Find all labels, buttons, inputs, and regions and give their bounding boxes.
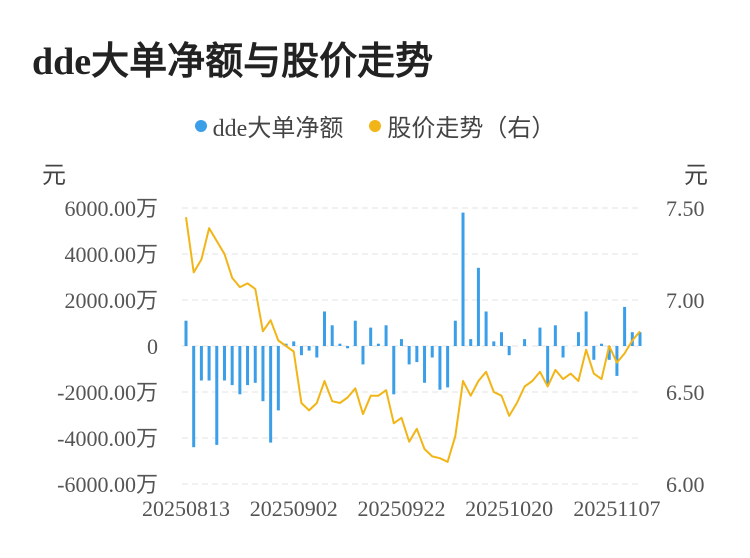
x-tick-label: 20251107 (573, 496, 660, 521)
x-tick-label: 20250902 (250, 496, 338, 521)
bar (484, 311, 488, 346)
bar (461, 212, 465, 346)
bar (392, 346, 396, 395)
legend-dot-icon (369, 119, 382, 132)
x-tick-label: 20250922 (357, 496, 445, 521)
x-tick-label: 20250813 (142, 496, 230, 521)
bar (623, 306, 627, 346)
bar (184, 320, 188, 346)
y-right-tick-label: 7.00 (666, 288, 705, 313)
chart-title: dde大单净额与股价走势 (32, 41, 434, 83)
bar (415, 346, 419, 363)
legend-item-price[interactable]: 股价走势（右） (369, 108, 555, 143)
bar (423, 346, 427, 383)
bar (346, 346, 350, 349)
right-axis-unit: 元 (684, 163, 708, 189)
bar (330, 325, 334, 346)
bar (276, 346, 280, 411)
x-tick-label: 20251020 (465, 496, 553, 521)
bar (361, 346, 365, 365)
bar (523, 339, 527, 346)
y-left-tick-label: -2000.00万 (57, 380, 158, 405)
bar (207, 346, 211, 381)
bar (215, 346, 219, 445)
bar (446, 346, 450, 388)
bar (492, 341, 496, 346)
bar (407, 346, 411, 365)
bar (553, 325, 557, 346)
legend-item-dde[interactable]: dde大单净额 (194, 108, 344, 143)
bar (323, 311, 327, 346)
legend: dde大单净额 股价走势（右） (0, 108, 750, 143)
bar (638, 332, 642, 346)
legend-label-price: 股价走势（右） (387, 116, 556, 142)
bar (261, 346, 265, 402)
y-left-tick-label: 6000.00万 (64, 196, 158, 221)
legend-dot-icon (194, 119, 207, 132)
bar (584, 311, 588, 346)
y-right-tick-label: 6.00 (666, 472, 705, 497)
bar (469, 339, 473, 346)
price-line (185, 217, 641, 463)
bar (453, 320, 457, 346)
bar (222, 346, 226, 381)
bar (292, 341, 296, 346)
bar (476, 267, 480, 346)
bar (592, 346, 596, 360)
bar (369, 327, 373, 346)
y-left-tick-label: -4000.00万 (57, 426, 158, 451)
bar (507, 346, 511, 356)
bar (253, 346, 257, 383)
bar (199, 346, 203, 381)
bar (430, 346, 434, 358)
bar (384, 325, 388, 346)
bar (376, 343, 380, 346)
bar (600, 343, 604, 346)
y-left-tick-label: 0 (147, 334, 158, 359)
bar (538, 327, 542, 346)
bar (246, 346, 250, 386)
bar (269, 346, 273, 443)
left-axis-unit: 元 (42, 163, 66, 189)
bar (338, 343, 342, 346)
bar (561, 346, 565, 358)
bar (399, 339, 403, 346)
bar (607, 346, 611, 360)
bar (230, 346, 234, 386)
y-right-tick-label: 7.50 (666, 196, 705, 221)
bar (238, 346, 242, 395)
bar (299, 346, 303, 356)
bar (192, 346, 196, 448)
bar (438, 346, 442, 390)
y-left-tick-label: 4000.00万 (64, 242, 158, 267)
y-left-tick-label: 2000.00万 (64, 288, 158, 313)
bar (546, 346, 550, 386)
y-left-tick-label: -6000.00万 (57, 472, 158, 497)
bar (499, 332, 503, 346)
bar (315, 346, 319, 358)
bar (353, 320, 357, 346)
bar (307, 346, 311, 351)
bar (576, 332, 580, 346)
legend-label-dde: dde大单净额 (212, 116, 344, 142)
y-right-tick-label: 6.50 (666, 380, 705, 405)
